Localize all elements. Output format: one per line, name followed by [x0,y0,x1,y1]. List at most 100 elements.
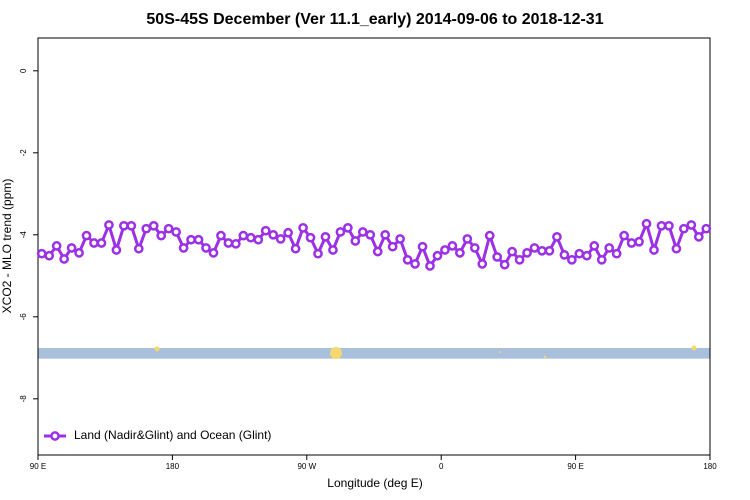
series-point [656,220,667,231]
series-point [522,248,532,258]
series-point [544,245,555,256]
series-point [559,250,570,260]
series-point [89,238,99,248]
series-point [641,218,652,229]
series-point [260,225,271,236]
series-point [552,232,562,242]
x-tick-label: 180 [703,462,717,471]
series-point [679,223,689,234]
series-point [275,234,286,244]
y-axis-label: XCO2 - MLO trend (ppm) [0,179,14,314]
series-point [51,241,62,251]
series-point [649,245,659,255]
series-point [567,254,577,265]
series-point [387,241,398,252]
series-point [417,241,428,252]
series-point [462,234,473,244]
series-point [589,241,600,251]
series-point [440,245,450,255]
series-point [477,259,488,269]
series-point [671,243,682,254]
land-spot [499,351,501,353]
series-point [193,234,204,245]
series-point [163,223,174,234]
series-point [133,243,144,254]
series-point [171,227,181,237]
x-tick-label: 90 E [30,462,46,471]
series-point [74,248,84,258]
series-point [447,241,458,251]
series-point [664,220,674,231]
series-point [574,248,585,259]
series-point [111,245,122,255]
series-point [81,230,92,241]
x-tick-label: 0 [439,462,444,471]
series-point [611,248,622,259]
series-point [507,246,517,257]
land-spot [330,347,342,359]
series-point [104,220,114,230]
series-point [320,232,331,242]
series-point [208,248,219,258]
series-point [253,234,264,245]
series-point [596,254,607,265]
legend-label: Land (Nadir&Glint) and Ocean (Glint) [74,428,271,442]
series-point [238,230,249,241]
series-point [126,220,137,231]
series-point [380,229,391,240]
plot-frame [37,37,711,456]
series-point [514,254,525,265]
series-point [186,234,196,245]
series-point [402,254,413,265]
series-point [686,220,697,230]
series-point [484,230,495,241]
series-point [350,236,361,246]
series-point [223,238,234,248]
land-spot [691,345,697,351]
series-point [529,243,540,253]
legend-marker [50,431,60,441]
x-tick-label: 180 [166,462,180,471]
series-point [492,252,503,262]
series-point [469,243,480,253]
series-point [201,243,211,253]
y-tick-label: -8 [19,395,28,403]
series-point [693,232,704,242]
series-point [290,243,301,254]
series-point [44,250,55,261]
series-point [581,250,592,261]
series-point [36,248,47,259]
series-point [604,243,615,253]
series-point [634,236,644,247]
series-point [305,232,316,243]
series-point [216,230,226,241]
series-point [432,250,443,261]
series-point [328,245,338,255]
series-point [619,230,629,241]
band [38,347,710,359]
series-point [357,227,368,237]
series-point [59,254,69,264]
series-point [343,222,353,233]
series-point [395,234,405,244]
series-point [626,238,637,248]
series-point [141,223,152,234]
x-tick-label: 90 E [567,462,583,471]
y-tick-label: 0 [19,68,28,73]
series-point [701,223,712,234]
series-point [372,246,383,257]
land-spot [154,346,160,352]
series-point [455,248,465,258]
x-axis-label: Longitude (deg E) [327,476,422,490]
series-point [231,238,241,249]
chart-title: 50S-45S December (Ver 11.1_early) 2014-0… [146,11,603,28]
x-tick-label: 90 W [297,462,316,471]
series-point [245,232,256,243]
series-point [156,230,167,241]
series-point [313,248,323,259]
y-tick-label: -6 [19,313,28,321]
series-point [96,238,107,248]
series-point [66,243,77,253]
series-point [365,229,376,240]
